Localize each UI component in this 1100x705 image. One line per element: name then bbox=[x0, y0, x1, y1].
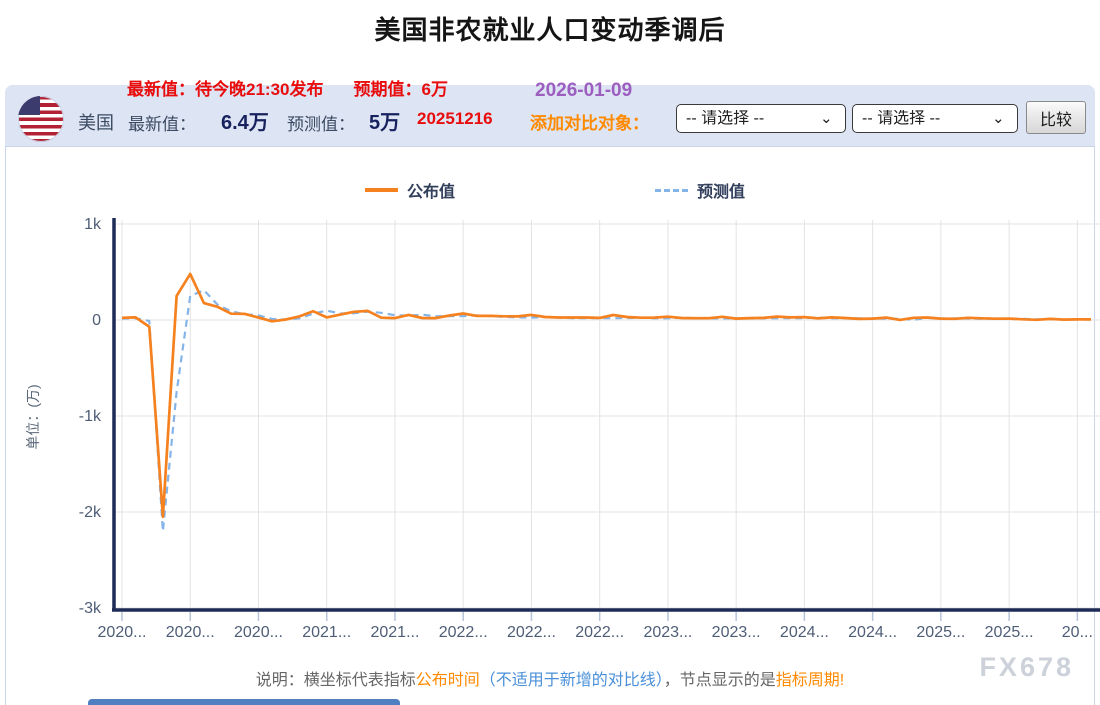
latest-value: 6.4万 bbox=[221, 112, 269, 134]
legend-forecast-label: 预测值 bbox=[697, 184, 746, 201]
flag-canton bbox=[18, 96, 40, 115]
svg-text:2023...: 2023... bbox=[712, 624, 761, 641]
pending-latest-label: 最新值： bbox=[127, 80, 195, 99]
fx678-watermark: FX678 bbox=[979, 652, 1074, 682]
svg-text:20...: 20... bbox=[1062, 624, 1093, 641]
compare-button[interactable]: 比较 bbox=[1026, 101, 1086, 134]
footer-seg3: （不适用于新增的对比线） bbox=[479, 672, 664, 689]
footer-note: 说明：横坐标代表指标公布时间（不适用于新增的对比线），节点显示的是指标周期! bbox=[0, 666, 1100, 690]
footer-seg4: ，节点显示的是 bbox=[663, 672, 776, 689]
compare-select-1[interactable]: -- 请选择 -- bbox=[676, 104, 846, 133]
chart-panel bbox=[5, 85, 1095, 705]
next-release-date: 2026-01-09 bbox=[535, 80, 633, 101]
svg-text:2025...: 2025... bbox=[985, 624, 1034, 641]
footer-seg2: 公布时间 bbox=[415, 672, 480, 689]
compare-select-2[interactable]: -- 请选择 -- bbox=[852, 104, 1018, 133]
svg-text:2020...: 2020... bbox=[166, 624, 215, 641]
svg-text:1k: 1k bbox=[84, 216, 102, 233]
svg-text:2024...: 2024... bbox=[780, 624, 829, 641]
release-date: 20251216 bbox=[417, 109, 493, 128]
pending-expect-value: 6万 bbox=[421, 80, 448, 99]
svg-text:单位：(万): 单位：(万) bbox=[25, 384, 41, 449]
svg-text:-2k: -2k bbox=[79, 504, 102, 521]
forecast-value: 5万 bbox=[369, 112, 401, 134]
forecast-label: 预测值： bbox=[287, 115, 355, 134]
published-line-swatch bbox=[365, 188, 398, 192]
svg-text:2021...: 2021... bbox=[302, 624, 351, 641]
forecast-line-swatch bbox=[655, 188, 688, 192]
section-divider-bar bbox=[88, 699, 400, 705]
svg-text:2022...: 2022... bbox=[507, 624, 556, 641]
svg-text:-1k: -1k bbox=[79, 408, 102, 425]
svg-text:2022...: 2022... bbox=[575, 624, 624, 641]
legend-item-forecast[interactable]: 预测值 bbox=[655, 178, 745, 201]
svg-text:2022...: 2022... bbox=[439, 624, 488, 641]
svg-text:2020...: 2020... bbox=[234, 624, 283, 641]
legend-published-label: 公布值 bbox=[407, 184, 456, 201]
svg-text:2023...: 2023... bbox=[643, 624, 692, 641]
svg-text:0: 0 bbox=[92, 312, 101, 329]
us-flag-icon bbox=[18, 96, 64, 142]
country-label: 美国 bbox=[78, 113, 114, 133]
svg-text:2021...: 2021... bbox=[370, 624, 419, 641]
legend-item-published[interactable]: 公布值 bbox=[365, 178, 455, 201]
footer-seg5: 指标周期! bbox=[775, 672, 845, 689]
svg-text:2020...: 2020... bbox=[98, 624, 147, 641]
svg-text:2024...: 2024... bbox=[848, 624, 897, 641]
pending-expect-label: 预期值： bbox=[353, 80, 422, 99]
page-title: 美国非农就业人口变动季调后 bbox=[374, 15, 726, 45]
pending-notice: 最新值：待今晚21:30发布 预期值：6万 bbox=[127, 75, 448, 100]
payrolls-line-chart: 2020... 2020... 2020... 2021... 2021... 2022.… bbox=[25, 216, 1100, 641]
footer-seg1: 说明：横坐标代表指标 bbox=[255, 672, 416, 689]
svg-text:-3k: -3k bbox=[79, 600, 102, 617]
svg-text:2025...: 2025... bbox=[916, 624, 965, 641]
compare-label: 添加对比对象： bbox=[530, 114, 649, 133]
pending-latest-value: 待今晚21:30发布 bbox=[195, 80, 324, 99]
latest-label: 最新值： bbox=[128, 115, 196, 134]
